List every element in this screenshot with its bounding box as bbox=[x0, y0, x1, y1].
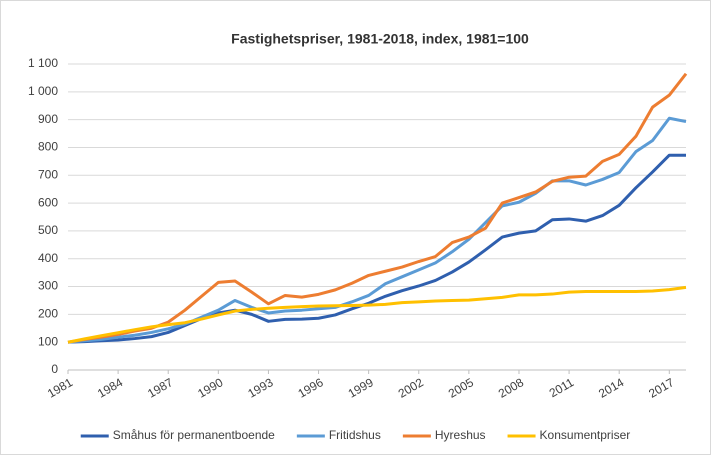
chart-title: Fastighetspriser, 1981-2018, index, 1981… bbox=[231, 31, 529, 47]
y-tick-label: 0 bbox=[51, 362, 58, 376]
line-series bbox=[67, 72, 688, 344]
y-tick-label: 200 bbox=[38, 307, 58, 321]
line-series bbox=[67, 153, 686, 344]
y-tick-label: 600 bbox=[38, 195, 58, 209]
line-series bbox=[67, 285, 687, 344]
y-tick-label: 700 bbox=[38, 167, 58, 181]
y-tick-label: 900 bbox=[38, 112, 58, 126]
y-tick-label: 100 bbox=[38, 334, 58, 348]
y-tick-label: 1 000 bbox=[28, 84, 58, 98]
y-tick-label: 1 100 bbox=[28, 56, 58, 70]
legend-label: Fritidshus bbox=[329, 428, 381, 442]
y-tick-label: 800 bbox=[38, 140, 58, 154]
y-tick-label: 400 bbox=[38, 251, 58, 265]
legend-label: Småhus för permanentboende bbox=[113, 428, 275, 442]
y-tick-label: 300 bbox=[38, 279, 58, 293]
line-series bbox=[67, 116, 687, 344]
legend-label: Hyreshus bbox=[435, 428, 486, 442]
legend: Småhus för permanentboende Fritidshus Hyre… bbox=[80, 428, 631, 442]
y-tick-label: 500 bbox=[38, 223, 58, 237]
legend-label: Konsumentpriser bbox=[540, 428, 631, 442]
